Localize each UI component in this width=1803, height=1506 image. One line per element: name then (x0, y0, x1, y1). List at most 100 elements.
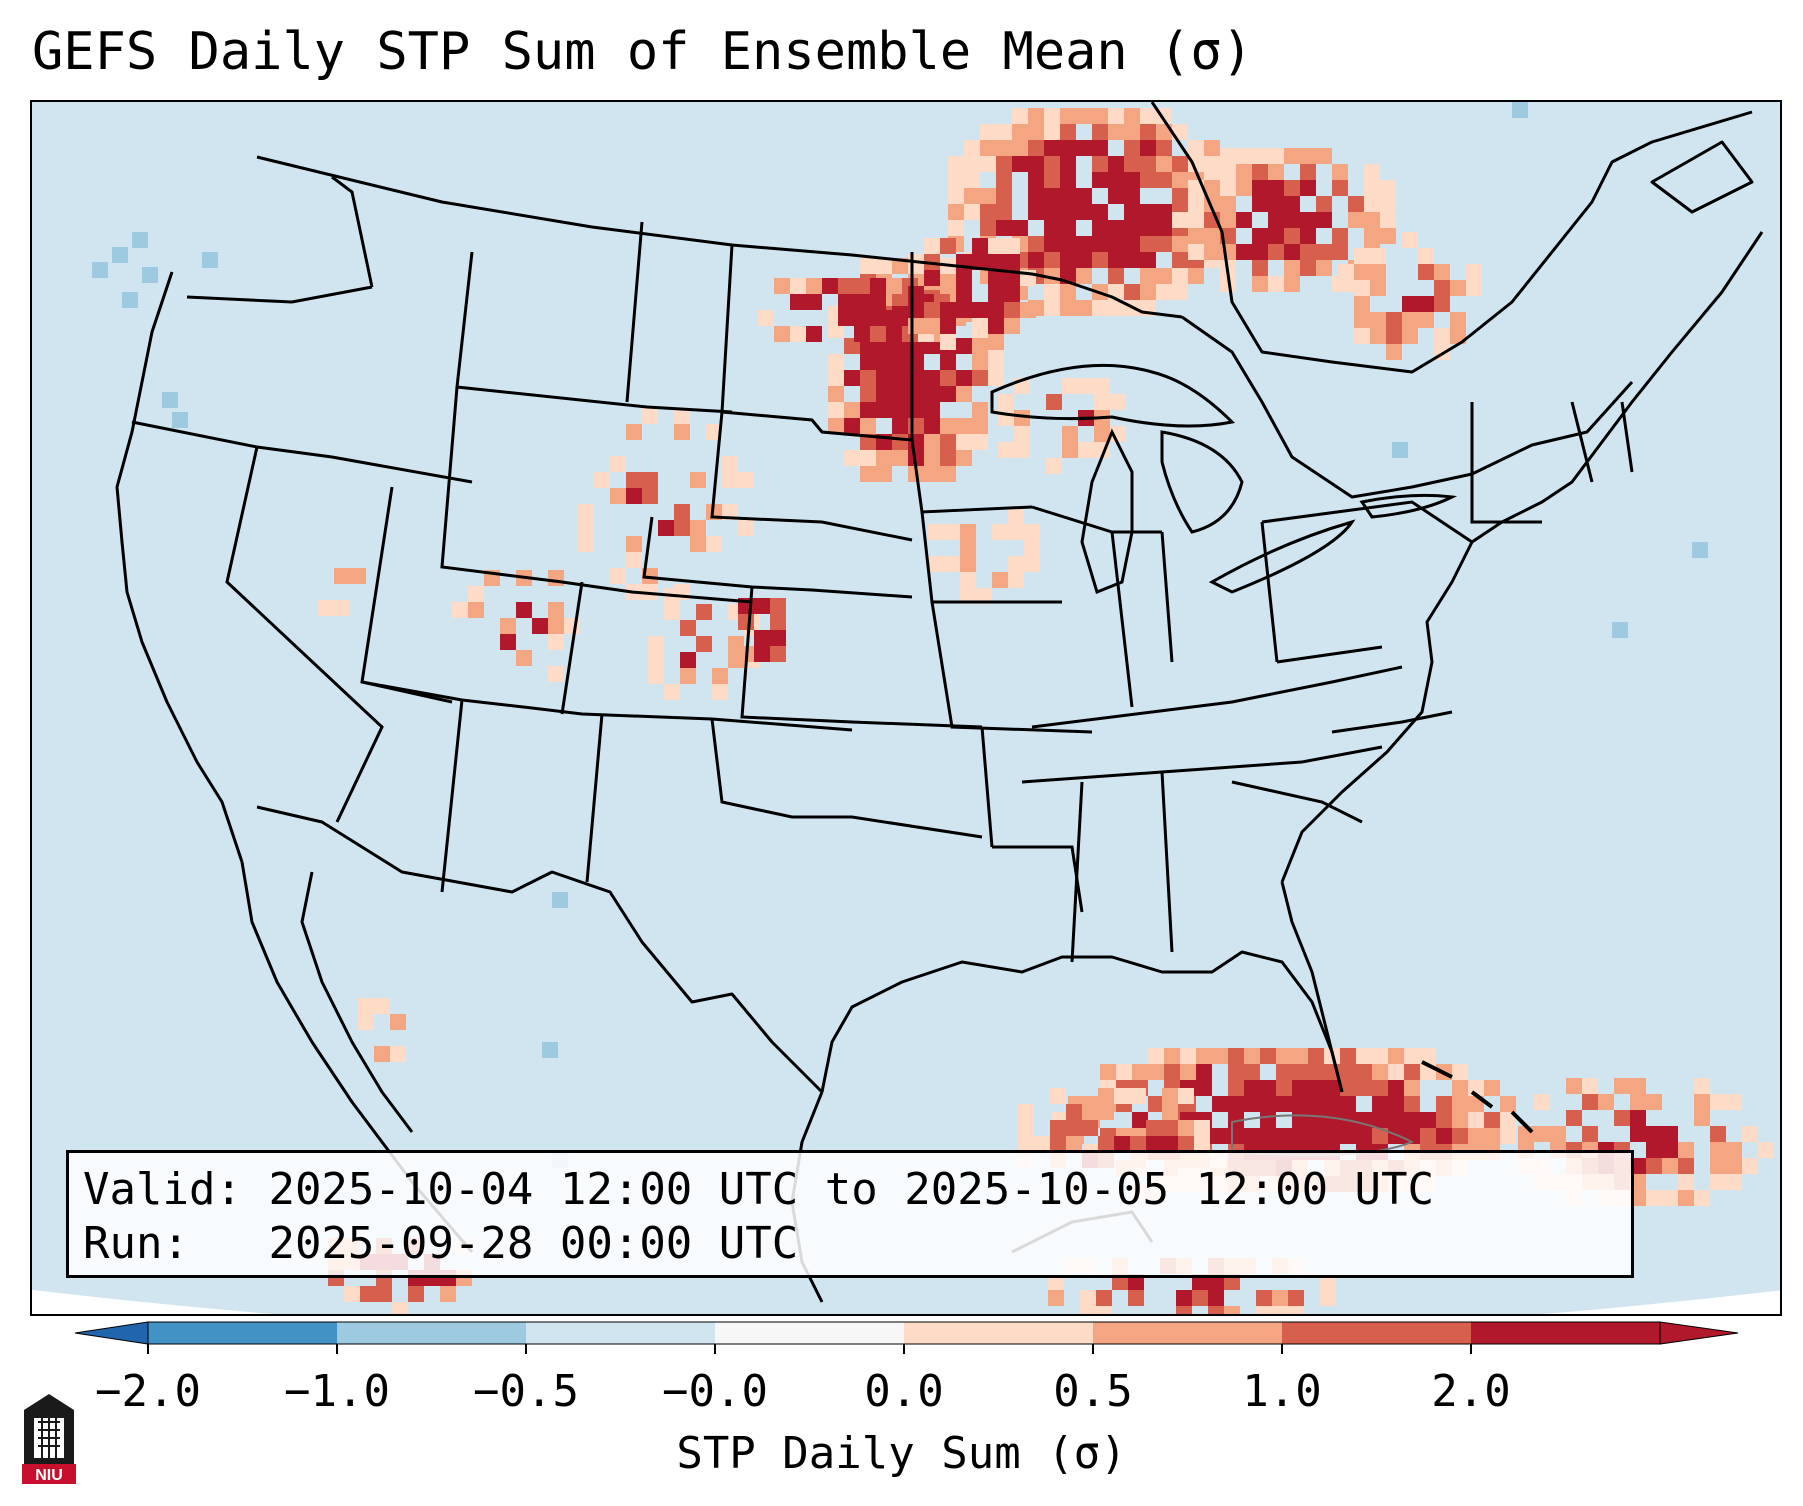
stp-cell (928, 524, 944, 540)
stp-cell (924, 370, 940, 386)
stp-cell (1582, 1094, 1598, 1110)
stp-cell (1364, 196, 1380, 212)
stp-cell (548, 618, 564, 634)
stp-cell (1146, 1136, 1162, 1152)
stp-cell (972, 418, 988, 434)
stp-cell (948, 172, 964, 188)
bahamas-islands (1421, 1060, 1534, 1134)
stp-cell (1224, 1274, 1240, 1290)
stp-cell (1236, 212, 1252, 228)
stp-cell (838, 278, 854, 294)
stp-cell (642, 472, 658, 488)
stp-cell (838, 310, 854, 326)
stp-cell (1292, 1080, 1308, 1096)
stp-cell (1402, 312, 1418, 328)
stp-cell (940, 274, 956, 290)
stp-cell (892, 386, 908, 402)
colorbar-segment (1282, 1322, 1471, 1344)
stp-cell (980, 140, 996, 156)
stp-cell (1164, 1064, 1180, 1080)
stp-cell (1332, 244, 1348, 260)
stp-cell (1212, 1048, 1228, 1064)
stp-cell (674, 424, 690, 440)
stp-cell (838, 294, 854, 310)
stp-cell (1018, 1136, 1034, 1152)
stp-cell (1050, 1088, 1066, 1104)
stp-cell (876, 386, 892, 402)
stp-cell (548, 666, 564, 682)
run-label: Run: (83, 1218, 189, 1269)
stp-cell (1172, 212, 1188, 228)
stp-cell (924, 386, 940, 402)
stp-cell (1678, 1190, 1694, 1206)
stp-cell (1008, 524, 1024, 540)
stp-cell (626, 424, 642, 440)
stp-cell (972, 434, 988, 450)
stp-cell (960, 588, 976, 604)
stp-cell (1316, 148, 1332, 164)
lake-huron (1160, 430, 1244, 534)
stp-cell (790, 326, 806, 342)
map-panel[interactable] (30, 100, 1782, 1316)
stp-cell (1012, 140, 1028, 156)
stp-cell-negative (172, 412, 188, 428)
stp-cell (1114, 1136, 1130, 1152)
co-nm-line (560, 581, 584, 715)
stp-cell (1276, 1048, 1292, 1064)
stp-cell (940, 238, 956, 254)
stp-cell (1450, 312, 1466, 328)
stp-cell (1076, 300, 1092, 316)
stp-cell (1196, 1080, 1212, 1096)
sd-ne-line (710, 411, 913, 542)
nv-ca-diagonal (225, 446, 384, 823)
stp-cell (610, 488, 626, 504)
stp-cell (1148, 1048, 1164, 1064)
stp-cell (1124, 236, 1140, 252)
stp-cell (1308, 1112, 1324, 1128)
stp-cell (924, 270, 940, 286)
stp-cell (1014, 410, 1030, 426)
stp-cell (1244, 1080, 1260, 1096)
stp-cell (996, 156, 1012, 172)
stp-cell (1044, 236, 1060, 252)
stp-cell (1020, 302, 1036, 318)
stp-cell (1132, 1064, 1148, 1080)
stp-cell (956, 450, 972, 466)
ny-new-england (1470, 402, 1542, 524)
stp-cell (1316, 260, 1332, 276)
stp-cell (1284, 276, 1300, 292)
stp-cell (1614, 1078, 1630, 1094)
stp-cell (944, 556, 960, 572)
stp-cell (988, 354, 1004, 370)
stp-cell (1108, 220, 1124, 236)
stp-cell (1172, 268, 1188, 284)
stp-cell (674, 408, 690, 424)
stp-cell (1178, 1120, 1194, 1136)
stp-cell (1092, 252, 1108, 268)
stp-cell (1066, 1136, 1082, 1152)
stp-cell (1372, 1064, 1388, 1080)
stp-cell (1196, 1048, 1212, 1064)
stp-cell (1108, 268, 1124, 284)
stp-cell (1014, 426, 1030, 442)
stp-cell (1710, 1094, 1726, 1110)
stp-cell (1066, 1104, 1082, 1120)
stp-cell (664, 604, 680, 620)
stp-cell (1436, 1096, 1452, 1112)
stp-cell (1012, 156, 1028, 172)
stp-cell (1172, 156, 1188, 172)
stp-cell (1244, 1064, 1260, 1080)
stp-cell (1268, 276, 1284, 292)
stp-cell (1028, 236, 1044, 252)
stp-cell (844, 370, 860, 386)
stp-cell (376, 1286, 392, 1302)
colorbar-tick-label: 1.0 (1242, 1366, 1322, 1417)
stp-cell (924, 402, 940, 418)
stp-cell (610, 456, 626, 472)
stp-cell (1124, 156, 1140, 172)
colorbar-segment (1471, 1322, 1660, 1344)
stp-cell (996, 220, 1012, 236)
stp-cell-negative (1692, 542, 1708, 558)
stp-cell (1092, 140, 1108, 156)
stp-cell (964, 204, 980, 220)
